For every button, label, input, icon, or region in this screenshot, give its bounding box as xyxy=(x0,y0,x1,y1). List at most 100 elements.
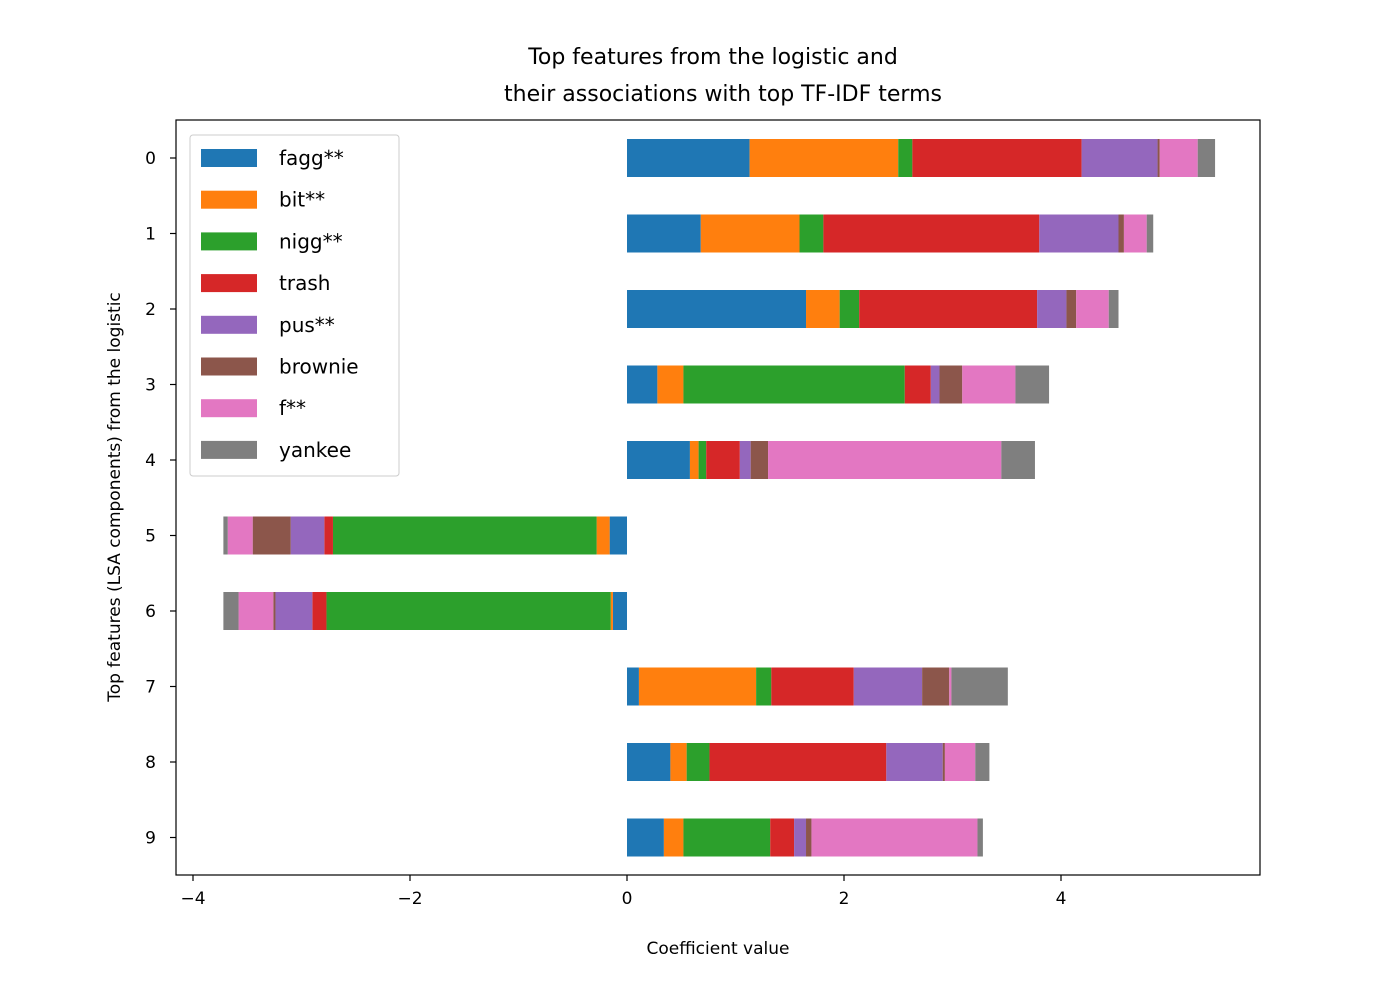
bar-row-7-nigg xyxy=(756,667,772,706)
bar-row-2-nigg xyxy=(839,290,860,328)
legend-swatch-4 xyxy=(201,315,257,334)
bar-row-7-f xyxy=(949,667,952,706)
chart-title-line-1: Top features from the logistic and xyxy=(527,45,898,70)
bar-row-2-bit xyxy=(806,290,840,328)
bar-row-3-nigg xyxy=(683,365,905,404)
legend-label-0: fagg** xyxy=(279,146,344,170)
bar-row-6-bit xyxy=(610,592,613,630)
bar-row-1-fagg xyxy=(627,214,701,253)
x-tick-label-2: 0 xyxy=(622,889,633,909)
y-tick-label-4: 4 xyxy=(145,451,156,471)
legend-swatch-0 xyxy=(201,149,257,167)
bar-row-3-yankee xyxy=(1015,365,1050,404)
bar-row-3-fagg xyxy=(627,365,658,404)
bar-row-0-bit xyxy=(749,139,899,177)
bar-row-9-f xyxy=(811,818,978,857)
bar-row-8-pus xyxy=(886,743,943,781)
bar-row-1-trash xyxy=(823,214,1040,253)
bar-row-5-trash xyxy=(324,516,333,555)
x-axis-label: Coefficient value xyxy=(647,939,790,959)
legend-label-3: trash xyxy=(279,271,330,295)
bar-row-1-bit xyxy=(700,214,800,253)
bar-row-0-f xyxy=(1159,139,1198,177)
legend-label-4: pus** xyxy=(279,313,335,337)
bar-row-6-fagg xyxy=(612,592,627,630)
bar-row-0-trash xyxy=(912,139,1082,177)
bar-row-1-yankee xyxy=(1146,214,1154,253)
bar-row-1-pus xyxy=(1039,214,1119,253)
bar-row-7-brownie xyxy=(922,667,950,706)
bar-row-0-nigg xyxy=(898,139,913,177)
y-tick-label-9: 9 xyxy=(145,829,156,849)
bar-row-7-trash xyxy=(771,667,854,706)
y-axis-label: Top features (LSA components) from the l… xyxy=(105,292,125,703)
y-tick-label-8: 8 xyxy=(145,753,156,773)
bar-row-6-trash xyxy=(312,592,327,630)
y-tick-label-3: 3 xyxy=(145,376,156,396)
bar-row-6-brownie xyxy=(273,592,276,630)
legend-swatch-2 xyxy=(201,232,257,251)
bar-row-7-yankee xyxy=(951,667,1008,706)
bar-row-7-pus xyxy=(853,667,923,706)
bar-row-8-nigg xyxy=(686,743,710,781)
legend-swatch-3 xyxy=(201,274,257,293)
legend-label-2: nigg** xyxy=(279,229,343,253)
bar-row-3-pus xyxy=(930,365,940,404)
legend: fagg** bit** nigg** trash pus** brownie f** yan… xyxy=(189,134,400,477)
legend-label-1: bit** xyxy=(279,188,325,212)
legend-label-7: yankee xyxy=(279,438,351,462)
bar-row-1-f xyxy=(1123,214,1147,253)
bar-row-3-trash xyxy=(904,365,931,404)
legend-swatch-6 xyxy=(201,399,257,418)
bar-row-5-bit xyxy=(596,516,610,555)
bar-row-6-yankee xyxy=(223,592,239,630)
plot-frame xyxy=(175,119,1261,876)
bar-row-8-brownie xyxy=(942,743,945,781)
bar-row-5-yankee xyxy=(223,516,228,555)
bar-row-9-yankee xyxy=(977,818,983,857)
bar-row-3-brownie xyxy=(939,365,963,404)
y-tick-label-6: 6 xyxy=(145,602,156,622)
legend-swatch-5 xyxy=(201,357,257,376)
y-tick-label-5: 5 xyxy=(145,527,156,547)
legend-box xyxy=(189,134,400,477)
bar-row-0-yankee xyxy=(1197,139,1216,177)
bar-row-5-f xyxy=(227,516,253,555)
bar-row-2-fagg xyxy=(627,290,807,328)
x-tick-label-4: 4 xyxy=(1056,889,1067,909)
bar-row-6-pus xyxy=(275,592,313,630)
bar-row-3-f xyxy=(962,365,1016,404)
bar-row-7-fagg xyxy=(627,667,639,706)
bar-row-4-trash xyxy=(706,441,740,479)
axis-layer: −4 −2 0 2 4 0 1 2 3 4 5 6 7 8 9 xyxy=(145,149,1066,909)
bar-row-8-bit xyxy=(670,743,687,781)
bar-row-4-bit xyxy=(689,441,699,479)
x-tick-label-3: 2 xyxy=(839,889,850,909)
chart-title-line-2: their associations with top TF-IDF terms xyxy=(504,82,942,107)
bar-row-2-pus xyxy=(1037,290,1067,328)
bar-row-2-brownie xyxy=(1066,290,1077,328)
bar-row-2-f xyxy=(1076,290,1109,328)
bar-row-1-nigg xyxy=(799,214,824,253)
y-tick-label-1: 1 xyxy=(145,225,156,245)
legend-label-5: brownie xyxy=(279,355,359,379)
bar-row-5-brownie xyxy=(252,516,291,555)
bar-row-8-yankee xyxy=(975,743,990,781)
bar-row-4-f xyxy=(768,441,1002,479)
y-tick-label-7: 7 xyxy=(145,678,156,698)
bar-row-9-fagg xyxy=(627,818,664,857)
bar-row-8-f xyxy=(944,743,976,781)
bar-row-7-bit xyxy=(638,667,757,706)
bar-row-9-trash xyxy=(770,818,795,857)
x-tick-label-1: −2 xyxy=(397,889,422,909)
bar-row-8-fagg xyxy=(627,743,671,781)
bar-row-1-brownie xyxy=(1118,214,1124,253)
bar-row-6-nigg xyxy=(326,592,611,630)
bar-row-0-brownie xyxy=(1157,139,1160,177)
bar-row-9-pus xyxy=(794,818,807,857)
bar-row-9-brownie xyxy=(806,818,812,857)
legend-swatch-1 xyxy=(201,190,257,209)
bar-row-4-nigg xyxy=(698,441,707,479)
